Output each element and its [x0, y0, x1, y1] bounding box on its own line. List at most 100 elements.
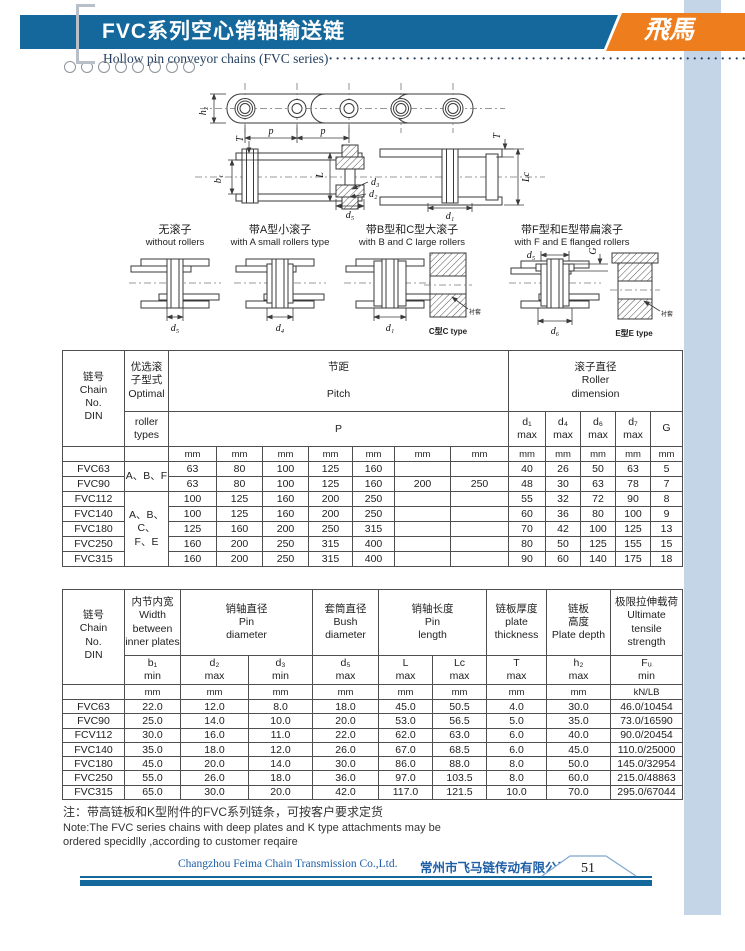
cell: 42	[545, 521, 581, 537]
cell: 30.0	[312, 756, 379, 772]
dim-d5-top: d₅	[527, 250, 570, 261]
cell: 80	[216, 461, 263, 477]
cell: 20.0	[180, 756, 249, 772]
cell: FCV112	[62, 727, 125, 743]
dim-h2: h₂	[198, 93, 226, 124]
svg-text:C型C type: C型C type	[429, 326, 468, 336]
svg-text:带F型和E型带扁滚子: 带F型和E型带扁滚子	[521, 222, 623, 236]
unit-cell: mm	[248, 684, 313, 700]
decor-circle	[115, 61, 127, 73]
d6-symbol: d₆ max	[580, 411, 616, 447]
cell: 103.5	[432, 770, 487, 786]
cell: 63	[580, 476, 616, 492]
decor-circle	[98, 61, 110, 73]
d3-symbol: d₃ min	[248, 655, 313, 685]
cell: 50.0	[546, 756, 611, 772]
tensile-strength-header: 极限拉伸载荷 Ultimate tensile strength	[610, 589, 683, 656]
note-cn: 注：带高链板和K型附件的FVC系列链条，可按客户要求定货	[63, 805, 384, 819]
cell	[450, 461, 509, 477]
cell: 125	[216, 506, 263, 522]
cell: 200	[216, 536, 263, 552]
cell: 97.0	[378, 770, 433, 786]
cell: 80	[580, 506, 616, 522]
cell: 6.0	[486, 727, 547, 743]
cell: 45.0	[546, 741, 611, 758]
table-row: FVC315 160 200 250 315 400 90 60 140 175 18	[62, 551, 683, 567]
cell	[450, 521, 509, 537]
cell: 8.0	[486, 756, 547, 772]
cell: 117.0	[378, 784, 433, 801]
footer-company-cn: 常州市飞马链传动有限公司	[420, 861, 571, 875]
svg-text:d₅: d₅	[346, 210, 355, 221]
cell: 73.0/16590	[610, 713, 683, 729]
cell: 160	[352, 476, 395, 492]
table-header-row: 链号 Chain No. DIN 优选滚 子型式 Optimal 节距 Pitc…	[62, 350, 683, 447]
cell: 200	[216, 551, 263, 567]
width-inner-plates-header: 内节内宽 Width between inner plates	[124, 589, 181, 656]
unit-cell: mm	[580, 446, 616, 462]
cell: 55.0	[124, 770, 181, 786]
table-row: FVC180 125 160 200 250 315 70 42 100 125 13	[62, 521, 683, 537]
cell: FVC180	[62, 521, 125, 537]
cell: 70.0	[546, 784, 611, 801]
table-row: FVC140 100 125 160 200 250 60 36 80 100 9	[62, 506, 683, 522]
cell: FVC180	[62, 756, 125, 772]
note-en-line1: Note:The FVC series chains with deep pla…	[63, 822, 441, 834]
roller-types-label: roller types	[124, 411, 169, 447]
table-row: FVC90 25.0 14.0 10.0 20.0 53.0 56.5 5.0 35.0 73.0…	[62, 713, 683, 729]
cell: 45.0	[378, 698, 433, 715]
T-symbol: T max	[486, 655, 547, 685]
cell: 35.0	[124, 741, 181, 758]
cell: 30	[545, 476, 581, 492]
cell: 315	[308, 551, 353, 567]
roller-dimension-header: 滚子直径 Roller dimension	[508, 350, 683, 412]
cell: 30.0	[124, 727, 181, 743]
svg-text:衬套: 衬套	[469, 308, 481, 316]
cell: 12.0	[180, 698, 249, 715]
cell: 36.0	[312, 770, 379, 786]
cell	[450, 491, 509, 507]
table-row: FVC315 65.0 30.0 20.0 42.0 117.0 121.5 10.0 70.0…	[62, 784, 683, 801]
svg-text:T: T	[492, 132, 503, 139]
cell: 125	[580, 536, 616, 552]
cell: 160	[168, 551, 217, 567]
cell	[394, 461, 451, 477]
b1-symbol: b₁ min	[124, 655, 181, 685]
cell: 100	[580, 521, 616, 537]
cell: 63.0	[432, 727, 487, 743]
cell: 155	[615, 536, 651, 552]
cell: 65.0	[124, 784, 181, 801]
svg-text:衬套: 衬套	[661, 310, 673, 318]
chain-no-header: 链号 Chain No. DIN	[62, 350, 125, 447]
bush-diameter-header: 套筒直径 Bush diameter	[312, 589, 379, 656]
svg-text:d₃: d₃	[371, 177, 380, 188]
d4-symbol: d₄ max	[545, 411, 581, 447]
cell: 200	[262, 521, 309, 537]
cell: FVC90	[62, 713, 125, 729]
cell: 10.0	[486, 784, 547, 801]
cell: 14.0	[248, 756, 313, 772]
cell: FVC112	[62, 491, 125, 507]
chain-top-view: h₂ p p	[198, 83, 505, 143]
dim-T-right: T	[492, 132, 514, 158]
bracket-decor	[76, 4, 95, 64]
cell: 26	[545, 461, 581, 477]
decor-circle	[64, 61, 76, 73]
cell: 50.5	[432, 698, 487, 715]
pitch-roller-table: 链号 Chain No. DIN 优选滚 子型式 Optimal 节距 Pitc…	[62, 350, 683, 567]
cell: 30.0	[546, 698, 611, 715]
cell: 295.0/67044	[610, 784, 683, 801]
cell: 26.0	[312, 741, 379, 758]
svg-text:d₁: d₁	[446, 211, 454, 222]
dimension-strength-table-wrap: 链号 Chain No. DIN 内节内宽 Width between inne…	[62, 589, 683, 801]
empty-cell	[62, 446, 125, 462]
cell: FVC90	[62, 476, 125, 492]
cell: 20.0	[248, 784, 313, 801]
cell: 90.0/20454	[610, 727, 683, 743]
din-label: DIN	[84, 648, 103, 661]
cell: 400	[352, 536, 395, 552]
cell: 315	[308, 536, 353, 552]
svg-text:without rollers: without rollers	[145, 237, 205, 248]
cell: 4.0	[486, 698, 547, 715]
cell: 145.0/32954	[610, 756, 683, 772]
